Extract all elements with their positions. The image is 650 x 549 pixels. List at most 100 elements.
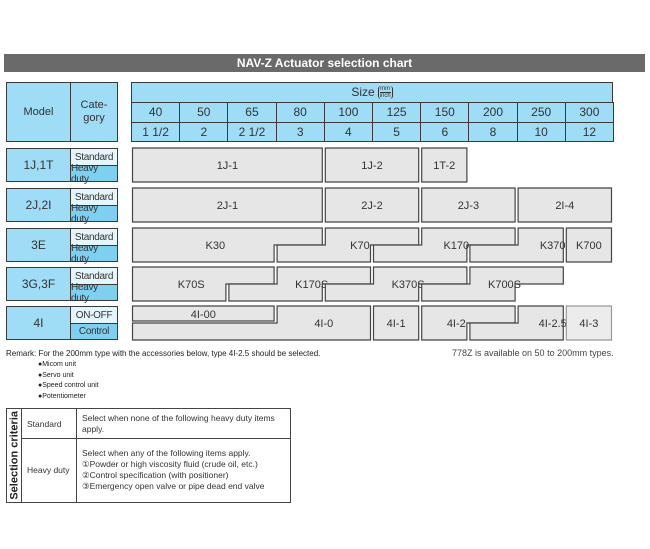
- criteria-heavy-text: Select when any of the following items a…: [76, 438, 291, 503]
- size-mm-cell: 200: [468, 102, 518, 123]
- actuator-label: K700S: [488, 279, 521, 291]
- actuator-block: [131, 305, 372, 341]
- size-inch-cell: 8: [468, 122, 518, 142]
- actuator-block: [421, 266, 564, 302]
- size-inch-cell: 2: [179, 122, 229, 142]
- actuator-label: 1J-1: [217, 160, 238, 172]
- actuator-block: [421, 187, 516, 223]
- actuator-block: [324, 187, 420, 223]
- criteria-standard-text: Select when none of the following heavy …: [76, 407, 291, 440]
- size-inch-cell: 10: [516, 122, 566, 142]
- criteria-heavy-item: ③Emergency open valve or pipe dead end v…: [82, 481, 265, 492]
- model-cell: 2J,2I: [6, 188, 71, 222]
- criteria-standard-label: Standard: [21, 407, 77, 440]
- actuator-block: [131, 305, 275, 322]
- size-mm-cell: 65: [227, 102, 277, 123]
- actuator-block: [324, 147, 420, 183]
- actuator-block: [421, 147, 468, 183]
- size-mm-cell: 80: [275, 102, 325, 123]
- actuator-block: [372, 305, 420, 341]
- actuator-label: K370S: [392, 279, 425, 291]
- actuator-label: 2J-1: [217, 200, 238, 212]
- unit-mm: mm: [379, 86, 391, 93]
- criteria-heading: Selection criteria: [6, 408, 22, 503]
- size-mm-cell: 300: [564, 102, 614, 123]
- actuator-block: [228, 266, 372, 302]
- unit-inch: inch: [379, 93, 391, 99]
- actuator-block: [565, 305, 613, 341]
- category-heavy: Control: [70, 323, 118, 340]
- size-mm-cell: 250: [516, 102, 566, 123]
- actuator-block: [469, 305, 564, 341]
- actuator-block: [131, 227, 323, 263]
- category-heavy: Heavy duty: [70, 163, 118, 185]
- size-mm-cell: 125: [372, 102, 422, 123]
- size-label: Size: [351, 85, 375, 99]
- model-cell: 3E: [6, 228, 71, 262]
- criteria-heavy-label: Heavy duty: [21, 438, 77, 503]
- actuator-label: 4I-2: [447, 318, 466, 330]
- selection-criteria-table: Selection criteria Standard Select when …: [6, 407, 291, 503]
- model-cell: 4I: [6, 306, 71, 340]
- actuator-label: 2I-4: [555, 200, 574, 212]
- category-header: Cate- gory: [70, 82, 118, 142]
- actuator-label: K30: [206, 240, 226, 252]
- actuator-block: [372, 227, 516, 263]
- remark-item: ●Potentiometer: [38, 392, 86, 400]
- remark-list: ●Micom unit ●Servo unit ●Speed control u…: [38, 360, 99, 402]
- category-heavy: Heavy duty: [70, 243, 118, 265]
- actuator-label: 2J-3: [458, 200, 479, 212]
- size-inch-cell: 5: [372, 122, 422, 142]
- actuator-label: K700: [576, 240, 602, 252]
- remark-item: ●Servo unit: [38, 371, 74, 379]
- size-mm-cell: 100: [323, 102, 373, 123]
- actuator-label: 4I-2.5: [539, 318, 567, 330]
- chart-title: NAV-Z Actuator selection chart: [4, 54, 645, 72]
- actuator-block: [517, 187, 613, 223]
- actuator-label: K370: [540, 240, 566, 252]
- criteria-heavy-item: ①Powder or high viscosity fluid (crude o…: [82, 459, 258, 470]
- actuator-label: K170: [443, 240, 469, 252]
- remark-item: ●Micom unit: [38, 361, 77, 368]
- actuator-label: 4I-0: [314, 318, 333, 330]
- actuator-label: 4I-1: [387, 318, 406, 330]
- actuator-block: [131, 266, 275, 302]
- model-header: Model: [6, 82, 71, 142]
- model-cell: 1J,1T: [6, 148, 71, 182]
- availability-note: 778Z is available on 50 to 200mm types.: [452, 348, 614, 358]
- size-unit: mm inch: [377, 86, 393, 99]
- actuator-block: [324, 266, 468, 302]
- actuator-label: K70S: [178, 279, 205, 291]
- actuator-label: 4I-3: [579, 318, 598, 330]
- remark: Remark: For the 200mm type with the acce…: [6, 349, 321, 358]
- actuator-label: K70: [350, 240, 370, 252]
- actuator-block: [565, 227, 613, 263]
- actuator-block: [131, 187, 323, 223]
- size-inch-cell: 4: [323, 122, 373, 142]
- actuator-label: 1J-2: [361, 160, 382, 172]
- criteria-heavy-item: ②Control specification (with positioner): [82, 470, 229, 481]
- criteria-heavy-intro: Select when any of the following items a…: [82, 448, 251, 459]
- size-inch-cell: 3: [275, 122, 325, 142]
- remark-item: ●Speed control unit: [38, 382, 99, 389]
- size-mm-cell: 40: [131, 102, 181, 123]
- size-inch-cell: 12: [564, 122, 614, 142]
- size-mm-cell: 150: [420, 102, 470, 123]
- actuator-block: [421, 305, 516, 341]
- category-heavy: Heavy duty: [70, 203, 118, 225]
- category-heavy: Heavy duty: [70, 282, 118, 304]
- actuator-block: [276, 227, 420, 263]
- size-inch-cell: 1 1/2: [131, 122, 181, 142]
- actuator-block: [469, 227, 564, 263]
- size-inch-cell: 2 1/2: [227, 122, 277, 142]
- actuator-label: K170S: [295, 279, 328, 291]
- actuator-label: 2J-2: [361, 200, 382, 212]
- actuator-label: 4I-00: [191, 309, 216, 321]
- category-standard: ON-OFF: [70, 306, 118, 324]
- model-cell: 3G,3F: [6, 267, 71, 301]
- size-mm-cell: 50: [179, 102, 229, 123]
- actuator-label: 1T-2: [433, 160, 455, 172]
- size-inch-cell: 6: [420, 122, 470, 142]
- actuator-block: [131, 147, 323, 183]
